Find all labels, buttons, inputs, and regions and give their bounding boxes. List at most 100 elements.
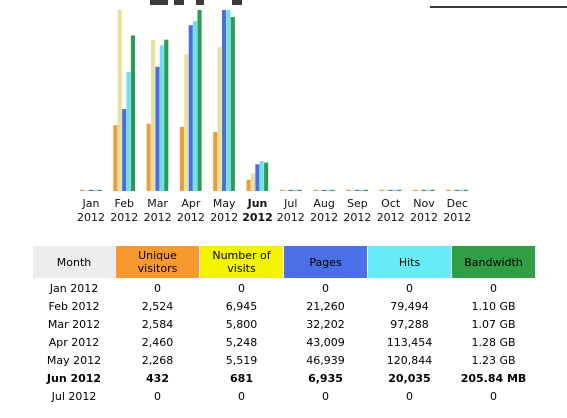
x-tick-year: 2012 bbox=[276, 211, 305, 224]
cell-unique: 2,460 bbox=[141, 335, 174, 349]
bar-unique-may-2012 bbox=[213, 131, 218, 191]
bar-pages-nov-2012 bbox=[421, 189, 426, 191]
table-row: Feb 2012 2,524 6,945 21,260 79,494 1.10 GB bbox=[33, 297, 536, 315]
bar-pages-jun-2012 bbox=[255, 164, 260, 191]
bar-unique-dec-2012 bbox=[446, 189, 451, 191]
cell-pages: 6,935 bbox=[308, 371, 343, 385]
cell-visits: 0 bbox=[238, 389, 245, 403]
cell-visits: 5,248 bbox=[225, 335, 258, 349]
cell-pages: 21,260 bbox=[306, 299, 345, 313]
bar-pages-dec-2012 bbox=[455, 189, 460, 191]
cell-visits: 0 bbox=[238, 281, 245, 295]
bar-hits-aug-2012 bbox=[326, 189, 331, 191]
x-tick-month: Jan bbox=[82, 197, 100, 210]
x-tick-year: 2012 bbox=[410, 211, 438, 224]
bar-hits-sep-2012 bbox=[359, 189, 364, 191]
cell-hits: 97,288 bbox=[390, 317, 429, 331]
clipped-title-fragment bbox=[196, 0, 204, 5]
cell-bandwidth: 1.23 GB bbox=[471, 353, 516, 367]
header-number-of-visits: Number of visits bbox=[199, 245, 284, 279]
bar-visits-jun-2012 bbox=[250, 173, 255, 191]
cell-hits: 20,035 bbox=[388, 371, 431, 385]
bar-hits-dec-2012 bbox=[459, 189, 464, 191]
cell-hits: 0 bbox=[406, 281, 413, 295]
bar-hits-may-2012 bbox=[226, 10, 231, 191]
bar-bandwidth-sep-2012 bbox=[364, 189, 369, 191]
cell-bandwidth: 1.10 GB bbox=[471, 299, 516, 313]
x-tick-year: 2012 bbox=[376, 211, 405, 224]
bar-pages-jul-2012 bbox=[288, 189, 293, 191]
x-tick-label: Sep 2012 bbox=[340, 197, 374, 225]
bar-visits-apr-2012 bbox=[184, 54, 189, 192]
bar-visits-jan-2012 bbox=[84, 189, 89, 191]
x-tick-label: Jan 2012 bbox=[74, 197, 108, 225]
bar-visits-may-2012 bbox=[217, 47, 222, 191]
x-tick-month: Apr bbox=[181, 197, 201, 210]
bar-bandwidth-feb-2012 bbox=[130, 35, 135, 192]
section-underline bbox=[430, 6, 567, 8]
bar-unique-jan-2012 bbox=[80, 189, 85, 191]
x-tick-year: 2012 bbox=[110, 211, 139, 224]
x-tick-label: May 2012 bbox=[207, 197, 241, 225]
x-tick-month: Oct bbox=[381, 197, 401, 210]
table-row: May 2012 2,268 5,519 46,939 120,844 1.23 GB bbox=[33, 351, 536, 369]
bar-pages-sep-2012 bbox=[355, 189, 360, 191]
table-row: Apr 2012 2,460 5,248 43,009 113,454 1.28 GB bbox=[33, 333, 536, 351]
cell-bandwidth: 1.28 GB bbox=[471, 335, 516, 349]
bar-unique-mar-2012 bbox=[146, 123, 151, 191]
bar-pages-may-2012 bbox=[222, 10, 227, 191]
cell-month: Apr 2012 bbox=[48, 335, 100, 349]
clipped-title-fragment bbox=[232, 0, 242, 5]
x-tick-label: Jun 2012 bbox=[241, 197, 275, 225]
clipped-title-fragment bbox=[150, 0, 168, 5]
bar-pages-apr-2012 bbox=[188, 25, 193, 192]
x-tick-month: Dec bbox=[446, 197, 468, 210]
bar-hits-nov-2012 bbox=[426, 189, 431, 191]
cell-unique: 2,524 bbox=[141, 299, 174, 313]
x-tick-year: 2012 bbox=[77, 211, 105, 224]
bar-pages-feb-2012 bbox=[122, 109, 127, 191]
bar-bandwidth-may-2012 bbox=[230, 17, 235, 191]
cell-hits: 113,454 bbox=[386, 335, 433, 349]
cell-hits: 120,844 bbox=[386, 353, 433, 367]
bar-pages-jan-2012 bbox=[88, 189, 93, 191]
monthly-history-chart: Jan 2012 Feb 2012 Mar 2012 Apr 2012 May 2012 Jun 20… bbox=[74, 10, 471, 225]
bar-hits-feb-2012 bbox=[126, 71, 131, 191]
x-tick-month: Jul bbox=[284, 197, 298, 210]
cell-unique: 2,584 bbox=[141, 317, 174, 331]
bar-chart-svg bbox=[80, 10, 468, 192]
header-unique-visitors: Unique visitors bbox=[115, 245, 200, 279]
cell-visits: 681 bbox=[230, 371, 253, 385]
clipped-title-fragment bbox=[174, 0, 184, 5]
bar-visits-nov-2012 bbox=[417, 189, 422, 191]
bar-bandwidth-jan-2012 bbox=[97, 189, 102, 191]
header-pages: Pages bbox=[283, 245, 368, 279]
cell-pages: 0 bbox=[322, 281, 329, 295]
bar-pages-aug-2012 bbox=[321, 189, 326, 191]
bar-bandwidth-nov-2012 bbox=[430, 189, 435, 191]
x-tick-month: Feb bbox=[114, 197, 135, 210]
cell-month: Feb 2012 bbox=[48, 299, 100, 313]
bar-bandwidth-apr-2012 bbox=[197, 10, 202, 191]
bar-hits-jan-2012 bbox=[93, 189, 98, 191]
bar-unique-aug-2012 bbox=[313, 189, 318, 191]
cell-bandwidth: 205.84 MB bbox=[460, 371, 527, 385]
table-header-row: Month Unique visitors Number of visits P… bbox=[32, 245, 536, 279]
x-tick-month: Jun bbox=[247, 197, 268, 210]
cell-pages: 46,939 bbox=[306, 353, 345, 367]
bar-unique-sep-2012 bbox=[346, 189, 351, 191]
cell-bandwidth: 0 bbox=[490, 281, 497, 295]
cell-unique: 0 bbox=[154, 389, 161, 403]
x-tick-month: Aug bbox=[313, 197, 335, 210]
table-row: Jan 2012 0 0 0 0 0 bbox=[33, 279, 536, 298]
table-row: Jun 2012 432 681 6,935 20,035 205.84 MB bbox=[33, 369, 536, 387]
x-tick-year: 2012 bbox=[343, 211, 372, 224]
x-tick-year: 2012 bbox=[143, 211, 172, 224]
x-tick-year: 2012 bbox=[176, 211, 205, 224]
bar-bandwidth-aug-2012 bbox=[330, 189, 335, 191]
cell-visits: 6,945 bbox=[225, 299, 258, 313]
x-tick-month: Nov bbox=[413, 197, 435, 210]
bar-visits-aug-2012 bbox=[317, 189, 322, 191]
x-tick-label: Apr 2012 bbox=[174, 197, 208, 225]
x-tick-month: Sep bbox=[347, 197, 368, 210]
